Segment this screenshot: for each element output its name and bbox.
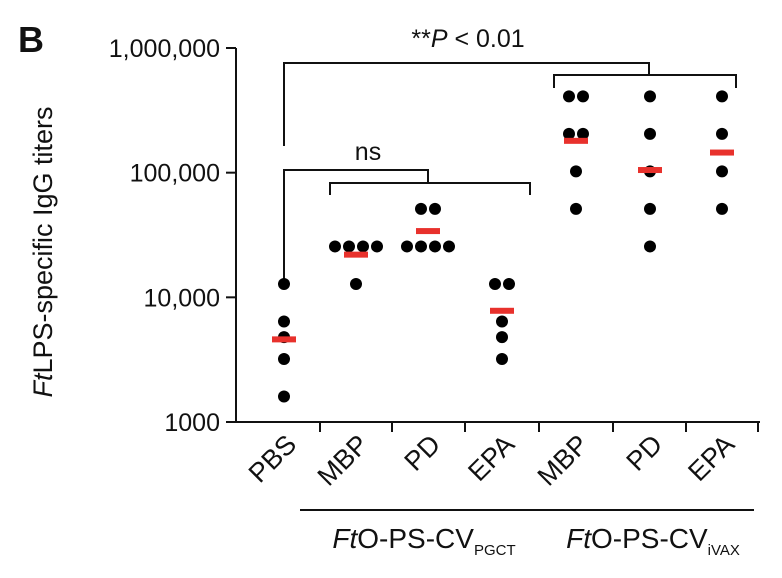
data-point	[716, 165, 728, 178]
sig-prefix: **	[411, 25, 431, 53]
x-tick-label: PD	[399, 429, 447, 477]
significance-brackets	[283, 62, 737, 286]
data-point	[563, 90, 575, 103]
data-point	[644, 90, 656, 103]
data-point	[503, 277, 515, 290]
data-point	[350, 277, 362, 290]
data-point	[415, 240, 427, 253]
data-point	[343, 240, 355, 253]
x-tick-labels: PBS MBP PD EPA MBP PD EPA	[243, 422, 759, 492]
data-point	[496, 331, 508, 344]
group-label-pgct-sub: PGCT	[474, 542, 516, 559]
group-label-pgct-main: O-PS-CV	[357, 523, 474, 554]
x-tick-label: PD	[621, 429, 669, 477]
bracket-ivax-group	[553, 74, 737, 88]
data-point	[644, 127, 656, 140]
mean-marks	[272, 137, 734, 343]
y-axis-title-rest: LPS-specific IgG titers	[28, 106, 58, 373]
data-point	[278, 277, 290, 290]
data-point	[415, 202, 427, 215]
axes	[235, 48, 760, 423]
y-tick-label: 1,000,000	[109, 35, 220, 63]
mean-bar	[638, 167, 662, 174]
data-point	[278, 315, 290, 328]
svg-text:FtLPS-specific IgG titers: FtLPS-specific IgG titers	[28, 106, 58, 397]
x-tick-label: EPA	[682, 429, 740, 487]
data-point	[570, 165, 582, 178]
mean-bar	[272, 336, 296, 343]
y-ticks: 1000 10,000 100,000 1,000,000	[109, 35, 236, 437]
data-point	[577, 90, 589, 103]
significance-annotation: **P < 0.01	[411, 25, 524, 53]
data-point	[429, 202, 441, 215]
y-tick-label: 100,000	[130, 160, 220, 188]
y-axis-title-italic: Ft	[28, 372, 58, 397]
y-tick-label: 1000	[164, 409, 220, 437]
data-point	[644, 240, 656, 253]
data-point	[443, 240, 455, 253]
mean-bar	[344, 251, 368, 258]
data-point	[716, 127, 728, 140]
mean-bar	[564, 137, 588, 144]
data-point	[371, 240, 383, 253]
group-label-ivax-main: O-PS-CV	[591, 523, 708, 554]
mean-bar	[710, 149, 734, 156]
sig-p: P	[431, 25, 448, 53]
data-point	[489, 277, 501, 290]
data-point	[496, 353, 508, 366]
group-label-pgct: FtO-PS-CVPGCT	[332, 523, 515, 559]
x-tick-label: PBS	[243, 429, 302, 488]
data-point	[278, 390, 290, 403]
data-point	[496, 315, 508, 328]
mean-bar	[490, 307, 514, 314]
y-axis-title: FtLPS-specific IgG titers	[28, 106, 58, 397]
mean-bar	[416, 228, 440, 235]
data-point	[429, 240, 441, 253]
data-point	[716, 202, 728, 215]
bracket-pgct-group	[329, 182, 531, 195]
bracket-significance	[283, 62, 650, 146]
data-point	[278, 353, 290, 366]
data-point	[563, 127, 575, 140]
group-label-ivax-prefix: Ft	[566, 523, 592, 554]
data-marks	[278, 90, 728, 403]
x-tick-label: MBP	[312, 429, 375, 492]
x-tick-label: EPA	[462, 429, 520, 487]
data-point	[570, 202, 582, 215]
data-point	[577, 127, 589, 140]
data-point	[401, 240, 413, 253]
sig-suffix: < 0.01	[448, 25, 525, 53]
group-label-ivax: FtO-PS-CViVAX	[566, 523, 740, 559]
data-point	[357, 240, 369, 253]
data-point	[716, 90, 728, 103]
group-label-ivax-sub: iVAX	[708, 542, 740, 559]
panel-label: B	[18, 19, 44, 60]
bracket-ns	[283, 169, 429, 286]
y-tick-label: 10,000	[144, 284, 220, 312]
data-point	[329, 240, 341, 253]
group-label-pgct-prefix: Ft	[332, 523, 358, 554]
ns-annotation: ns	[355, 138, 381, 166]
data-point	[644, 202, 656, 215]
x-tick-label: MBP	[532, 429, 595, 492]
